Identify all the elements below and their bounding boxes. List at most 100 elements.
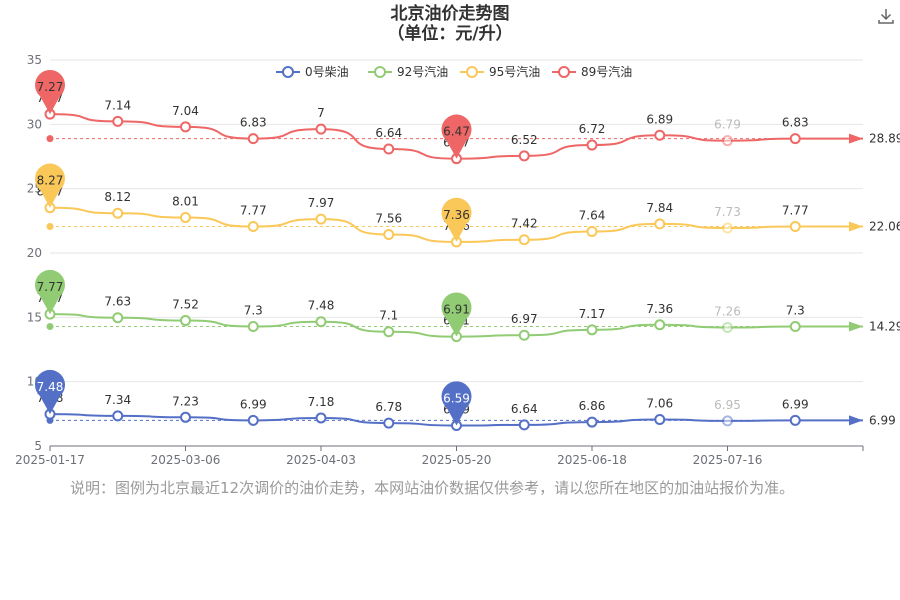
data-point [518,419,530,431]
data-label: 7.36 [646,302,673,316]
legend-marker [282,66,294,78]
data-point [247,320,259,332]
data-label: 6.78 [375,400,402,414]
data-point [383,143,395,155]
data-label: 7.17 [579,307,606,321]
max-pin-shape [35,69,65,115]
min-pin-label: 6.59 [443,392,470,406]
data-label: 7.77 [782,203,809,217]
average-start-dot [46,222,54,230]
data-point [247,414,259,426]
min-pin: 6.47 [441,114,472,159]
min-pin: 7.36 [441,197,472,242]
legend-label: 95号汽油 [489,64,540,79]
data-label: 7.3 [786,303,805,317]
x-tick-label: 2025-05-20 [422,453,492,467]
min-pin-shape [441,114,472,159]
data-label: 6.64 [511,402,538,416]
data-label: 6.89 [646,112,673,126]
max-pin: 7.27 [35,69,65,115]
data-label: 7 [317,106,325,120]
data-label: 6.83 [240,116,267,130]
data-point [180,411,191,423]
data-point [722,135,733,147]
data-point [383,326,395,338]
data-label: 7.1 [379,309,398,323]
legend-item[interactable]: 95号汽油 [460,64,540,79]
title-text: 北京油价走势图 [390,4,510,24]
data-point [654,129,666,141]
data-point [112,207,124,219]
data-point [654,218,666,230]
min-pin-label: 7.36 [443,208,470,222]
x-tick-label: 2025-07-16 [693,453,763,467]
max-pin-shape [35,269,65,315]
legend-item[interactable]: 0号柴油 [276,65,349,79]
data-label: 7.48 [308,299,335,313]
data-point [654,319,666,331]
data-point [518,234,530,246]
x-tick-label: 2025-03-06 [151,453,221,467]
max-pin-label: 7.48 [37,380,64,394]
data-point [112,115,124,127]
data-point [315,412,327,424]
data-label: 7.63 [104,295,131,309]
data-label: 7.14 [104,98,131,112]
y-tick-label: 20 [27,246,42,260]
y-tick-label: 5 [34,439,42,453]
data-label: 7.04 [172,104,199,118]
data-label: 7.77 [240,203,267,217]
max-pin: 8.27 [35,163,65,208]
data-point [315,123,327,135]
data-label: 7.18 [308,395,335,409]
data-point [315,213,327,225]
y-tick-label: 35 [27,53,42,67]
average-label: 14.29 [869,319,900,333]
data-label: 7.84 [646,201,673,215]
max-pin: 7.77 [35,269,65,315]
data-label: 7.23 [172,394,199,408]
min-pin-shape [441,197,472,242]
data-point [112,312,124,324]
data-label: 6.72 [579,122,606,136]
legend-marker [558,66,570,78]
download-icon[interactable] [876,6,896,26]
average-arrow [849,221,863,232]
max-pin-label: 7.27 [37,80,64,94]
data-label: 7.42 [511,217,538,231]
data-label: 6.95 [714,398,741,412]
data-label: 8.12 [104,190,131,204]
average-start-dot [46,135,54,143]
data-label: 7.97 [308,196,335,210]
data-label: 8.01 [172,194,199,208]
legend-marker [374,66,386,78]
series-line [49,313,863,338]
average-label: 22.06 [869,219,900,233]
y-tick-label: 15 [27,310,42,324]
max-pin-shape [35,163,65,208]
data-point [586,139,598,151]
legend-item[interactable]: 92号汽油 [368,64,448,79]
data-label: 6.83 [782,116,809,130]
data-point [722,415,733,427]
average-start-dot [46,322,54,330]
x-tick-label: 2025-01-17 [15,453,85,467]
data-point [112,410,124,422]
legend-item[interactable]: 89号汽油 [552,64,632,79]
data-label: 7.34 [104,393,131,407]
average-label: 28.89 [869,132,900,146]
data-point [789,133,801,145]
average-label: 6.99 [869,413,896,427]
data-point [789,220,801,232]
average-arrow [849,133,863,144]
data-label: 6.99 [240,397,267,411]
data-point [180,121,191,133]
series-line [49,113,863,160]
min-pin: 6.91 [441,292,472,337]
min-pin-label: 6.91 [443,303,470,317]
data-point [315,316,327,328]
average-arrow [849,415,863,426]
data-label: 7.26 [714,304,741,318]
data-point [383,228,395,240]
series-line [49,206,863,243]
